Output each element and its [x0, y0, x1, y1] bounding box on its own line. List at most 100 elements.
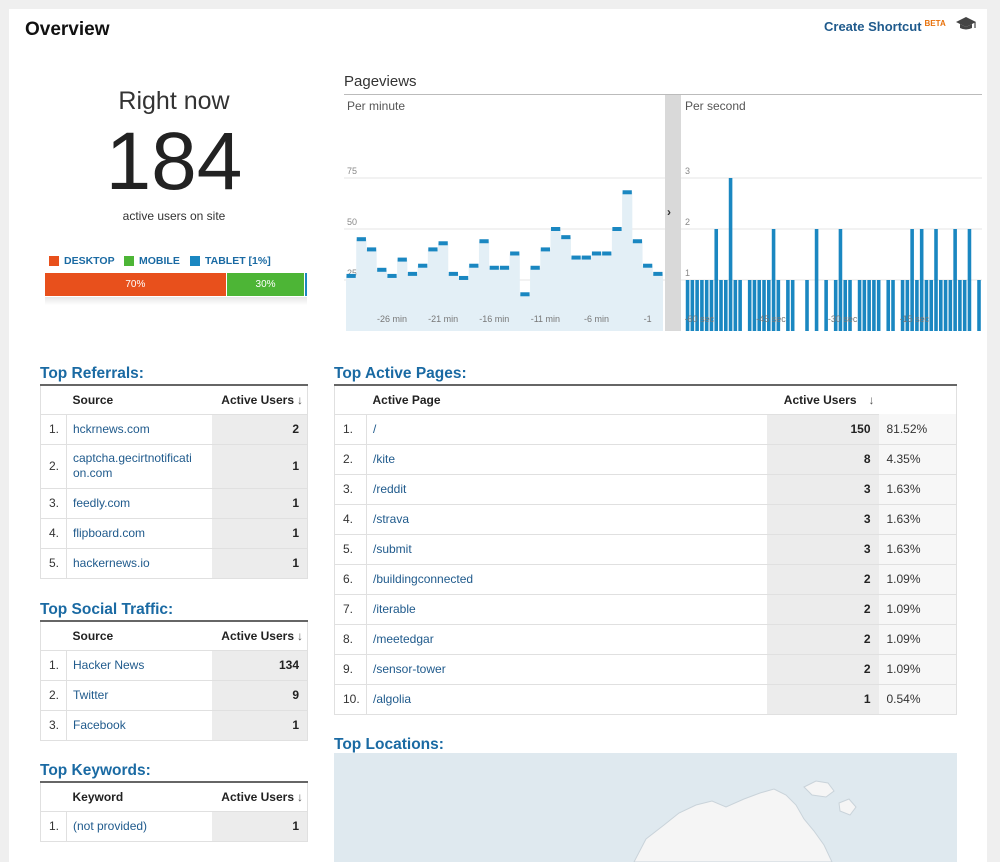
second-bar [724, 280, 728, 331]
second-bar [704, 280, 709, 331]
row-index: 5. [334, 534, 367, 565]
minute-point [520, 292, 530, 297]
table-row[interactable]: 3./reddit 3 1.63% [334, 474, 957, 505]
minute-point [591, 251, 602, 256]
minute-point [632, 239, 643, 244]
legend-tablet-label: TABLET [1%] [205, 255, 271, 267]
table-row[interactable]: 2. Twitter 9 [40, 680, 308, 711]
keyword-link[interactable]: (not provided) [66, 811, 212, 842]
page-link[interactable]: /iterable [366, 594, 767, 625]
active-users-value: 134 [211, 650, 308, 681]
page-link[interactable]: /meetedgar [366, 624, 767, 655]
source-link[interactable]: captcha.gecirtnotificati on.com [66, 444, 212, 489]
active-users-column-header[interactable]: Active Users ↓ [211, 783, 308, 812]
active-users-column-header[interactable]: Active Users ↓ [211, 622, 308, 651]
table-row[interactable]: 3. feedly.com 1 [40, 488, 308, 519]
second-bar [905, 280, 910, 331]
page-link[interactable]: /strava [366, 504, 767, 535]
locations-map[interactable] [334, 753, 957, 862]
source-link[interactable]: hckrnews.com [66, 414, 212, 445]
create-shortcut-label[interactable]: Create Shortcut [824, 19, 922, 34]
second-bar [776, 280, 781, 331]
top-pages-table: Active Page Active Users ↓ 1./150 81.52% 2.… [334, 386, 957, 715]
page-link[interactable]: /sensor-tower [366, 654, 767, 685]
sort-down-icon[interactable]: ↓ [297, 789, 303, 804]
table-row[interactable]: 5. hackernews.io 1 [40, 548, 308, 579]
source-link[interactable]: Twitter [66, 680, 212, 711]
table-row[interactable]: 1. Hacker News 134 [40, 650, 308, 681]
y-tick-label: 1 [685, 268, 690, 278]
minute-point [602, 251, 612, 256]
source-link[interactable]: feedly.com [66, 488, 212, 519]
table-row[interactable]: 1./150 81.52% [334, 414, 957, 445]
table-row[interactable]: 9./sensor-tower 2 1.09% [334, 654, 957, 685]
second-bar [714, 229, 719, 331]
top-pages-title: Top Active Pages: [334, 365, 467, 382]
source-link[interactable]: hackernews.io [66, 548, 212, 579]
page-link[interactable]: / [366, 414, 767, 445]
chart-divider[interactable] [665, 95, 681, 331]
source-link[interactable]: Facebook [66, 710, 212, 741]
second-bar [929, 280, 934, 331]
chevron-right-icon[interactable]: › [667, 205, 671, 219]
row-index: 3. [40, 710, 67, 741]
page-link[interactable]: /submit [366, 534, 767, 565]
table-row[interactable]: 4./strava 3 1.63% [334, 504, 957, 535]
page-link[interactable]: /buildingconnected [366, 564, 767, 595]
top-referrals-table: Source Active Users ↓ 1. hckrnews.com 2 2. ca… [40, 386, 308, 579]
minute-point [499, 265, 510, 270]
y-tick-label: 50 [347, 217, 357, 227]
active-page-column-header[interactable]: Active Page [366, 386, 767, 415]
second-bar [939, 280, 943, 331]
second-bar [948, 280, 953, 331]
table-row[interactable]: 10./algolia 1 0.54% [334, 684, 957, 715]
active-users-value: 1 [211, 548, 308, 579]
table-row[interactable]: 6./buildingconnected 2 1.09% [334, 564, 957, 595]
table-row[interactable]: 4. flipboard.com 1 [40, 518, 308, 549]
tablet-segment [304, 273, 307, 296]
create-shortcut-link[interactable]: Create Shortcut BETA [824, 19, 946, 34]
table-row[interactable]: 5./submit 3 1.63% [334, 534, 957, 565]
second-bar [757, 280, 762, 331]
active-users-percent: 1.63% [878, 504, 957, 535]
source-link[interactable]: Hacker News [66, 650, 212, 681]
table-row[interactable]: 2./kite 8 4.35% [334, 444, 957, 475]
active-users-value: 2 [211, 414, 308, 445]
active-users-percent: 1.63% [878, 534, 957, 565]
second-bar [848, 280, 852, 331]
table-row[interactable]: 3. Facebook 1 [40, 710, 308, 741]
source-link[interactable]: flipboard.com [66, 518, 212, 549]
keyword-column-header[interactable]: Keyword [66, 783, 212, 812]
active-users-value: 1 [211, 518, 308, 549]
sort-down-icon[interactable]: ↓ [297, 628, 303, 643]
x-tick-label: -16 min [479, 314, 509, 324]
table-row[interactable]: 8./meetedgar 2 1.09% [334, 624, 957, 655]
second-bar [977, 280, 981, 331]
second-bar [953, 229, 957, 331]
sort-down-icon[interactable]: ↓ [868, 392, 875, 407]
table-row[interactable]: 7./iterable 2 1.09% [334, 594, 957, 625]
table-row[interactable]: 2. captcha.gecirtnotificati on.com 1 [40, 444, 308, 489]
second-bar [886, 280, 891, 331]
source-column-header[interactable]: Source [66, 386, 212, 415]
source-column-header[interactable]: Source [66, 622, 212, 651]
second-bar [838, 229, 843, 331]
second-bar [843, 280, 848, 331]
active-users-column-header[interactable]: Active Users ↓ [766, 386, 879, 415]
sort-down-icon[interactable]: ↓ [297, 392, 303, 407]
table-row[interactable]: 1. hckrnews.com 2 [40, 414, 308, 445]
second-bar [814, 229, 819, 331]
page-link[interactable]: /algolia [366, 684, 767, 715]
page-link[interactable]: /reddit [366, 474, 767, 505]
minute-point [479, 239, 489, 244]
active-users-column-header[interactable]: Active Users ↓ [211, 386, 308, 415]
second-bar [709, 280, 714, 331]
table-row[interactable]: 1. (not provided) 1 [40, 811, 308, 842]
minute-point [469, 263, 479, 268]
graduation-cap-icon[interactable] [955, 15, 977, 33]
row-index: 3. [40, 488, 67, 519]
index-header [334, 386, 367, 415]
x-tick-label: -15 sec [900, 314, 930, 324]
page-link[interactable]: /kite [366, 444, 767, 475]
second-bar [919, 229, 924, 331]
